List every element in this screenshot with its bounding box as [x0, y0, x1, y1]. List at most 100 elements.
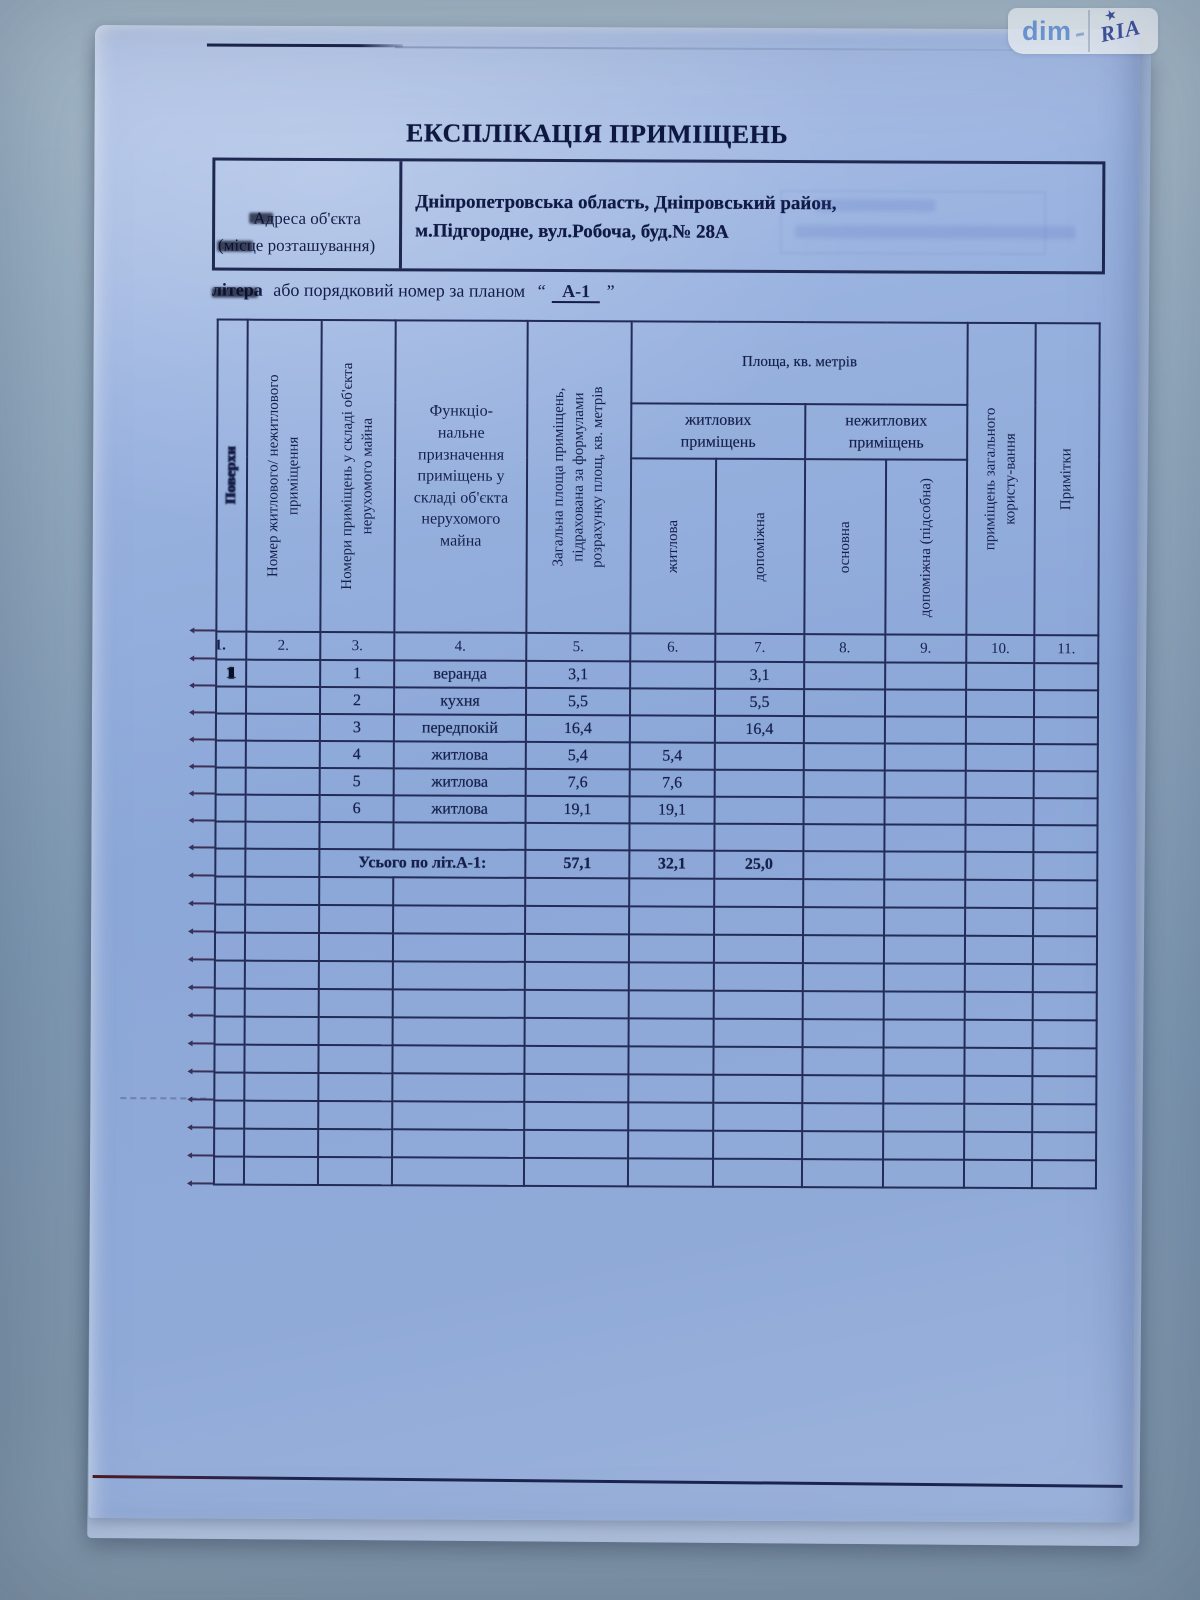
table-cell — [1033, 852, 1098, 881]
table-cell — [1034, 690, 1099, 718]
litera-value: А-1 — [552, 280, 601, 304]
table-cell — [1032, 1020, 1097, 1049]
table-cell — [714, 769, 804, 798]
table-cell — [965, 770, 1034, 799]
table-cell — [215, 767, 246, 795]
table-cell — [392, 1045, 525, 1074]
table-cell: житлова — [393, 768, 526, 796]
table-cell — [523, 1157, 629, 1187]
table-cell — [802, 1075, 884, 1104]
header-function: Функціо- нальне призначення приміщень у … — [394, 320, 528, 633]
row-line-arrow — [188, 1182, 213, 1185]
table-cell — [801, 1159, 884, 1188]
table-cell — [884, 797, 966, 825]
table-cell: 3. — [320, 631, 395, 661]
table-cell — [319, 876, 394, 906]
table-cell: 4 — [319, 740, 394, 769]
row-line-arrow — [190, 711, 216, 714]
header-dopomizhna: допоміжна — [715, 458, 806, 635]
litera-line: літера або порядковий номер за планом “ … — [211, 280, 615, 304]
table-cell — [524, 1073, 629, 1103]
table-cell — [965, 797, 1034, 826]
header-common-use: приміщень загального користу-вання — [966, 322, 1036, 636]
row-line-arrow — [190, 738, 215, 741]
table-cell — [244, 1044, 319, 1073]
table-cell — [628, 1130, 714, 1159]
table-cell — [245, 821, 320, 849]
table-cell — [714, 906, 804, 936]
table-cell — [246, 659, 321, 687]
table-cell — [524, 1101, 629, 1131]
table-cell — [884, 879, 966, 908]
row-line-arrow — [190, 819, 215, 822]
table-cell — [214, 1016, 245, 1045]
table-cell — [628, 1074, 714, 1103]
table-cell: 57,1 — [525, 849, 630, 879]
table-cell — [215, 740, 246, 768]
table-cell — [318, 988, 393, 1018]
row-line-arrow — [189, 1014, 214, 1017]
ink-smudge — [211, 287, 258, 298]
table-cell — [1031, 1160, 1097, 1189]
table-cell — [244, 1016, 319, 1045]
table-cell — [1033, 908, 1098, 937]
table-cell — [245, 686, 321, 714]
table-cell — [964, 963, 1033, 993]
table-cell — [964, 1047, 1033, 1077]
table-cell — [215, 848, 246, 877]
table-cell — [1032, 1048, 1097, 1077]
table-cell — [524, 961, 629, 991]
table-cell — [392, 1101, 525, 1130]
table-cell — [214, 1044, 245, 1073]
ink-smudge — [249, 212, 274, 224]
table-cell — [214, 1100, 245, 1129]
table-cell — [713, 1130, 803, 1160]
table-cell — [714, 878, 804, 908]
table-cell: 5. — [526, 632, 631, 662]
table-cell — [802, 1047, 884, 1076]
table-cell — [244, 932, 320, 961]
table-cell — [803, 907, 885, 936]
table-cell: 1 — [216, 659, 247, 687]
table-cell — [883, 1047, 965, 1076]
table-cell — [803, 689, 886, 717]
table-cell — [318, 1016, 393, 1046]
table-cell — [1034, 663, 1099, 691]
table-cell: 16,4 — [525, 714, 630, 743]
table-cell — [964, 935, 1034, 965]
table-cell — [713, 962, 803, 992]
table-cell — [803, 824, 885, 852]
header-zhytlova: житлова — [630, 458, 717, 634]
row-line-arrow — [190, 902, 215, 905]
table-cell: 5,4 — [525, 741, 630, 770]
address-block: Адреса об'єкта (місце розташування) Дніп… — [211, 157, 1106, 275]
table-cell — [963, 1159, 1033, 1189]
table-cell — [884, 824, 966, 852]
table-cell — [245, 713, 320, 741]
table-cell — [319, 821, 394, 850]
table-cell: 3 — [319, 713, 394, 742]
table-cell — [1033, 744, 1098, 772]
bleed-through-ghost-box — [780, 189, 1047, 256]
table-cell — [524, 933, 630, 963]
row-line-arrow — [190, 874, 215, 877]
table-cell — [1032, 964, 1097, 993]
table-cell — [214, 960, 245, 989]
row-line-arrow — [189, 1126, 214, 1129]
row-line-arrow — [190, 846, 215, 849]
watermark-ria-label: RIA — [1097, 14, 1143, 47]
table-cell — [883, 1103, 965, 1132]
table-cell — [393, 822, 526, 850]
table-cell — [964, 1103, 1033, 1133]
table-cell: передпокій — [393, 714, 526, 742]
table-cell: 5 — [319, 767, 394, 796]
table-cell: 6 — [319, 794, 394, 823]
table-cell — [965, 851, 1034, 881]
table-cell — [245, 740, 320, 768]
table-cell: житлова — [393, 795, 526, 823]
table-cell — [214, 1128, 245, 1157]
table-cell — [215, 794, 246, 822]
table-cell — [525, 822, 630, 851]
table-cell — [803, 743, 885, 771]
table-cell: 3,1 — [526, 660, 631, 689]
